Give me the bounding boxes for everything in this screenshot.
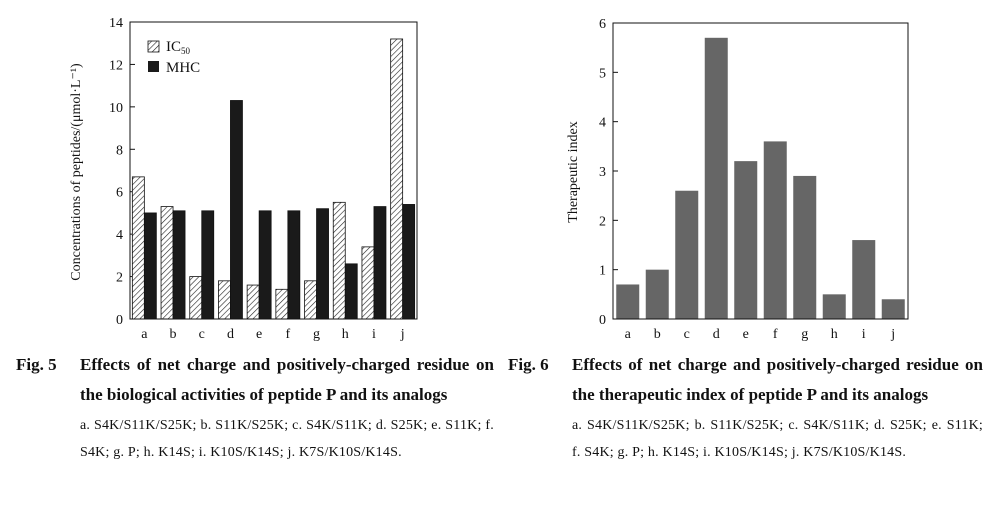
fig6-bar-a bbox=[616, 284, 640, 319]
fig6-y-tick-label: 5 bbox=[599, 66, 606, 81]
fig5-y-tick-label: 6 bbox=[116, 186, 123, 201]
fig5-bar-mhc-f bbox=[287, 210, 301, 320]
fig5-bar-ic50-i bbox=[361, 246, 375, 320]
fig5-bar-ic50-h bbox=[332, 201, 346, 320]
fig5-y-tick-label: 12 bbox=[109, 58, 123, 73]
legend-mhc-label: MHC bbox=[166, 60, 200, 76]
fig5-caption-text: Effects of net charge and positively-cha… bbox=[80, 355, 494, 404]
fig6-bar-e bbox=[734, 161, 758, 319]
fig5-y-tick-label: 0 bbox=[116, 313, 123, 328]
fig5-label: Fig. 5 bbox=[16, 355, 57, 374]
fig6-category-label: a bbox=[625, 327, 632, 342]
legend-ic50-swatch bbox=[147, 40, 160, 53]
fig6-category-label: h bbox=[831, 327, 838, 342]
fig5-category-label: c bbox=[199, 327, 205, 342]
fig6-bar-h bbox=[822, 294, 846, 319]
fig5-caption: Fig. 5 Effects of net charge and positiv… bbox=[16, 350, 494, 466]
fig6-category-label: b bbox=[654, 327, 661, 342]
fig5-category-label: f bbox=[286, 327, 291, 342]
fig5-plot-frame bbox=[129, 21, 418, 320]
fig5-bar-mhc-i bbox=[373, 206, 387, 320]
fig5-bar-mhc-c bbox=[201, 210, 215, 320]
fig5-y-tick-label: 2 bbox=[116, 271, 123, 286]
fig6-bar-f bbox=[763, 141, 787, 319]
fig6-category-label: e bbox=[743, 327, 749, 342]
fig5-y-tick-label: 8 bbox=[116, 143, 123, 158]
fig5-category-label: b bbox=[170, 327, 177, 342]
fig5-bar-mhc-d bbox=[230, 100, 243, 320]
fig5-bar-mhc-b bbox=[172, 210, 186, 320]
fig6-y-tick-label: 3 bbox=[599, 165, 606, 180]
fig5-bar-ic50-d bbox=[218, 280, 231, 320]
fig5-y-tick-label: 10 bbox=[109, 101, 123, 116]
fig5-bar-ic50-j bbox=[390, 38, 404, 320]
fig5-category-label: i bbox=[372, 327, 376, 342]
fig5-bar-ic50-b bbox=[160, 206, 174, 320]
fig6-bar-d bbox=[704, 37, 728, 320]
fig6-y-axis-label: Therapeutic index bbox=[566, 121, 581, 222]
fig6-bar-c bbox=[675, 190, 699, 319]
fig5-bar-ic50-g bbox=[304, 280, 317, 320]
fig5-chart: 0 2 4 6 8 10 12 14 a b c d e f g h i j IC50 MHC Concentr… bbox=[69, 16, 418, 342]
fig6-bar-g bbox=[793, 175, 817, 319]
fig5-category-label: e bbox=[256, 327, 262, 342]
fig5-bar-mhc-a bbox=[143, 212, 157, 320]
fig6-category-label: d bbox=[713, 327, 720, 342]
fig5-y-tick-label: 14 bbox=[109, 16, 123, 31]
fig6-y-tick-label: 2 bbox=[599, 214, 606, 229]
fig6-category-label: j bbox=[890, 327, 895, 342]
fig6-y-tick-label: 6 bbox=[599, 17, 606, 32]
legend-ic50-label: IC50 bbox=[166, 39, 191, 56]
fig6-bar-i bbox=[852, 240, 876, 319]
fig5-y-axis-label: Concentrations of peptides/(μmol·L⁻¹) bbox=[69, 63, 84, 281]
fig6-category-label: f bbox=[773, 327, 778, 342]
fig5-bar-mhc-j bbox=[402, 204, 416, 320]
fig5-category-label: h bbox=[342, 327, 349, 342]
fig6-category-label: i bbox=[862, 327, 866, 342]
fig5-bar-ic50-f bbox=[275, 288, 289, 320]
fig6-y-tick-label: 0 bbox=[599, 313, 606, 328]
fig5-bar-mhc-e bbox=[258, 210, 272, 320]
fig6-caption: Fig. 6 Effects of net charge and positiv… bbox=[508, 350, 983, 466]
fig6-chart: 0 1 2 3 4 5 6 a b c d e f g h i j Therapeutic index bbox=[566, 17, 909, 342]
fig5-bar-ic50-c bbox=[189, 276, 203, 320]
fig6-category-label: c bbox=[684, 327, 690, 342]
fig6-plot-frame bbox=[612, 22, 909, 320]
fig5-abbreviations: a. S4K/S11K/S25K; b. S11K/S25K; c. S4K/S… bbox=[80, 418, 494, 460]
fig5-bar-ic50-a bbox=[131, 176, 145, 320]
fig6-abbreviations: a. S4K/S11K/S25K; b. S11K/S25K; c. S4K/S… bbox=[572, 418, 983, 460]
fig5-category-label: d bbox=[227, 327, 234, 342]
fig6-bar-j bbox=[881, 299, 905, 319]
fig6-bar-b bbox=[645, 269, 669, 319]
fig5-bar-mhc-g bbox=[316, 208, 329, 320]
fig6-y-tick-label: 4 bbox=[599, 116, 606, 131]
fig6-y-tick-label: 1 bbox=[599, 264, 606, 279]
fig6-category-label: g bbox=[801, 327, 808, 342]
fig5-category-label: j bbox=[400, 327, 405, 342]
fig5-bar-mhc-h bbox=[344, 263, 358, 320]
legend-mhc-swatch bbox=[148, 61, 159, 72]
fig5-bar-ic50-e bbox=[246, 284, 260, 320]
fig5-category-label: a bbox=[141, 327, 148, 342]
fig6-label: Fig. 6 bbox=[508, 355, 549, 374]
fig5-y-tick-label: 4 bbox=[116, 228, 123, 243]
fig5-category-label: g bbox=[313, 327, 320, 342]
fig6-caption-text: Effects of net charge and positively-cha… bbox=[572, 355, 983, 404]
fig5-legend: IC50 MHC bbox=[147, 39, 200, 76]
